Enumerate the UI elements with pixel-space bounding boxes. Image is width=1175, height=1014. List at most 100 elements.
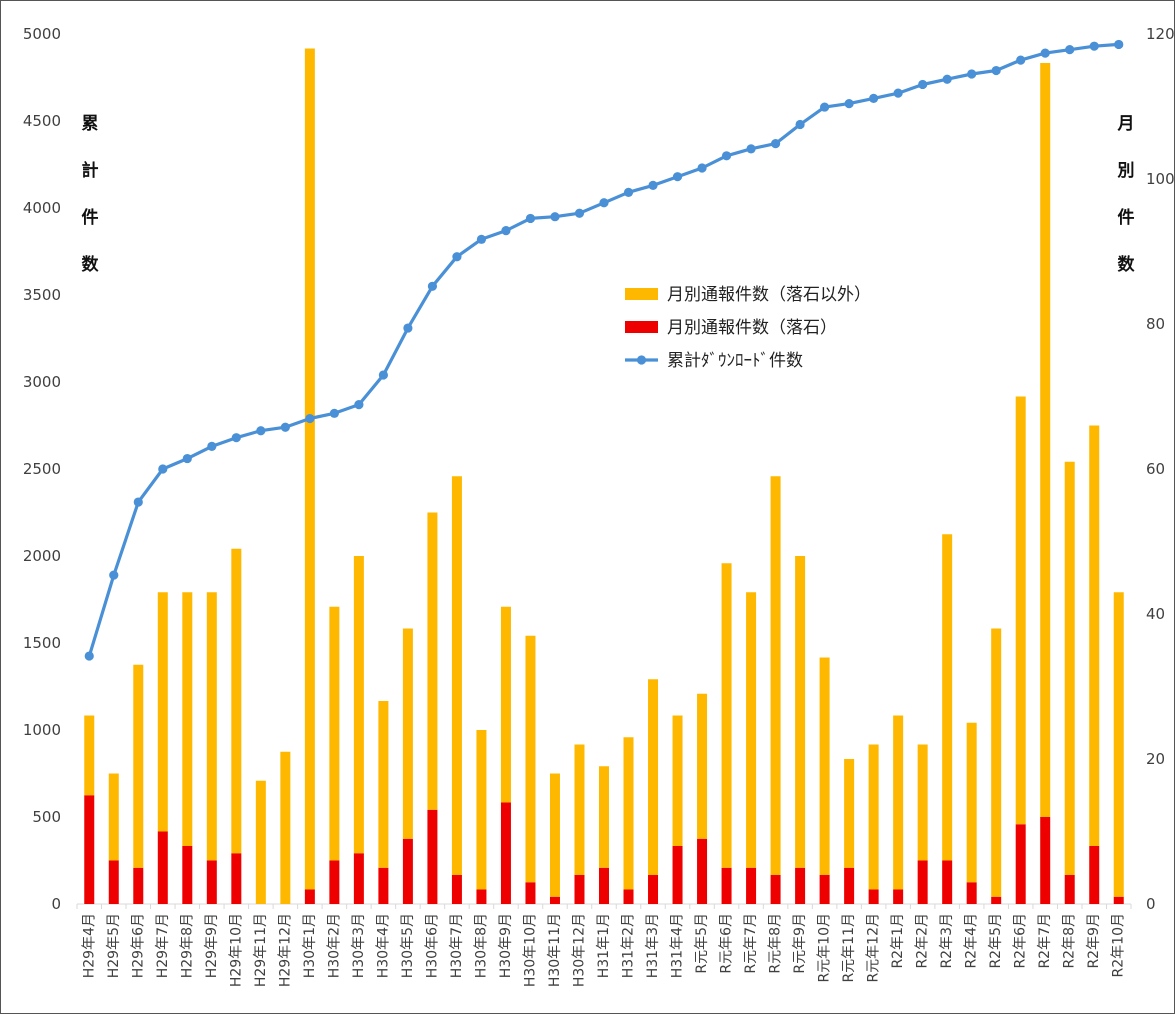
cumulative-point bbox=[550, 212, 560, 222]
bar-rockfall bbox=[893, 889, 904, 904]
x-category-label: H29年7月 bbox=[155, 913, 171, 978]
cumulative-point bbox=[672, 172, 683, 182]
bar-non-rockfall bbox=[599, 766, 609, 868]
bar-non-rockfall bbox=[893, 715, 904, 890]
cumulative-point bbox=[844, 99, 854, 109]
x-category-label: R2年4月 bbox=[964, 913, 980, 969]
bar-non-rockfall bbox=[476, 730, 487, 890]
cumulative-point bbox=[182, 453, 192, 464]
bar-rockfall bbox=[549, 896, 560, 904]
cumulative-point bbox=[893, 88, 903, 98]
x-category-label: H30年3月 bbox=[351, 913, 367, 978]
cumulative-point bbox=[697, 163, 707, 173]
cumulative-point bbox=[158, 464, 168, 474]
bar-rockfall bbox=[1113, 896, 1124, 904]
bar-non-rockfall bbox=[329, 606, 340, 861]
bar-non-rockfall bbox=[231, 548, 242, 854]
cumulative-point bbox=[256, 426, 266, 436]
bar-rockfall bbox=[966, 882, 977, 904]
legend-label-rockfall: 月別通報件数（落石） bbox=[667, 318, 837, 338]
cumulative-point bbox=[109, 570, 119, 580]
y-left-tick-label: 4000 bbox=[23, 199, 61, 217]
y-right-title-char: 別 bbox=[1117, 161, 1135, 181]
cumulative-point bbox=[84, 651, 94, 661]
bar-non-rockfall bbox=[84, 715, 95, 796]
cumulative-point bbox=[967, 69, 977, 79]
cumulative-point bbox=[574, 208, 585, 218]
bar-rockfall bbox=[623, 889, 634, 904]
bar-non-rockfall bbox=[402, 628, 413, 839]
x-category-label: R元年11月 bbox=[841, 913, 857, 983]
y-left-tick-label: 3000 bbox=[23, 373, 61, 391]
legend-label-cumulative: 累計ﾀﾞｳﾝﾛｰﾄﾞ件数 bbox=[667, 351, 803, 371]
axis-labels: 0500100015002000250030003500400045005000… bbox=[23, 25, 1175, 987]
bar-non-rockfall bbox=[427, 512, 438, 810]
bar-rockfall bbox=[672, 846, 683, 904]
bar-rockfall bbox=[795, 867, 806, 904]
y-right-tick-label: 120 bbox=[1146, 25, 1175, 43]
x-category-label: H29年12月 bbox=[277, 913, 293, 987]
cumulative-point bbox=[305, 413, 315, 424]
bar-non-rockfall bbox=[917, 744, 928, 861]
bar-rockfall bbox=[427, 809, 438, 904]
bar-rockfall bbox=[697, 838, 708, 904]
bar-rockfall bbox=[84, 795, 95, 904]
bar-non-rockfall bbox=[1113, 592, 1124, 897]
y-left-tick-label: 2000 bbox=[23, 547, 61, 565]
bar-non-rockfall bbox=[1040, 63, 1051, 817]
bar-non-rockfall bbox=[451, 476, 462, 875]
legend: 月別通報件数（落石以外） 月別通報件数（落石） 累計ﾀﾞｳﾝﾛｰﾄﾞ件数 bbox=[625, 285, 871, 371]
x-category-label: H31年1月 bbox=[596, 913, 612, 978]
bar-rockfall bbox=[574, 875, 585, 904]
cumulative-point bbox=[991, 65, 1001, 76]
legend-label-non-rockfall: 月別通報件数（落石以外） bbox=[667, 285, 871, 305]
cumulative-point bbox=[1016, 55, 1026, 65]
x-category-label: R元年8月 bbox=[768, 913, 784, 974]
bar-non-rockfall bbox=[353, 556, 364, 854]
x-category-label: R元年9月 bbox=[792, 913, 808, 974]
bar-non-rockfall bbox=[795, 556, 806, 868]
bar-non-rockfall bbox=[942, 534, 953, 861]
x-category-label: R2年2月 bbox=[915, 913, 931, 969]
cumulative-point bbox=[942, 74, 952, 84]
cumulative-point bbox=[721, 151, 732, 161]
cumulative-point bbox=[280, 422, 290, 432]
x-category-label: R元年7月 bbox=[743, 913, 759, 974]
bar-non-rockfall bbox=[1089, 425, 1100, 846]
bar-non-rockfall bbox=[206, 592, 217, 861]
x-category-label: H30年10月 bbox=[522, 913, 538, 987]
bar-rockfall bbox=[157, 831, 168, 904]
bar-rockfall bbox=[304, 889, 315, 904]
y-right-title-char: 月 bbox=[1117, 114, 1135, 134]
bar-non-rockfall bbox=[157, 592, 168, 832]
x-category-label: H30年4月 bbox=[375, 913, 391, 978]
cumulative-point bbox=[1114, 39, 1124, 50]
cumulative-point bbox=[231, 433, 241, 443]
cumulative-line bbox=[84, 39, 1124, 661]
cumulative-point bbox=[623, 187, 634, 197]
x-category-label: R2年6月 bbox=[1013, 913, 1029, 969]
cumulative-point bbox=[770, 139, 781, 149]
cumulative-point bbox=[403, 323, 413, 333]
bar-rockfall bbox=[525, 882, 536, 904]
bar-rockfall bbox=[1089, 846, 1100, 904]
bar-rockfall bbox=[770, 875, 781, 904]
legend-swatch-rockfall bbox=[625, 321, 658, 333]
bar-non-rockfall bbox=[697, 693, 708, 839]
bar-rockfall bbox=[746, 867, 757, 904]
y-right-tick-label: 80 bbox=[1146, 315, 1165, 333]
cumulative-point bbox=[427, 281, 438, 291]
bar-non-rockfall bbox=[304, 48, 315, 890]
bar-rockfall bbox=[182, 846, 193, 904]
x-category-label: H30年6月 bbox=[424, 913, 440, 978]
bar-non-rockfall bbox=[500, 606, 511, 803]
bar-rockfall bbox=[844, 867, 855, 904]
x-category-label: R2年7月 bbox=[1037, 913, 1053, 969]
legend-swatch-marker bbox=[636, 355, 647, 365]
cumulative-point bbox=[648, 180, 658, 190]
x-category-label: R元年10月 bbox=[817, 913, 833, 983]
bar-rockfall bbox=[991, 896, 1002, 904]
x-category-label: H29年11月 bbox=[253, 913, 269, 987]
bar-rockfall bbox=[1064, 875, 1075, 904]
